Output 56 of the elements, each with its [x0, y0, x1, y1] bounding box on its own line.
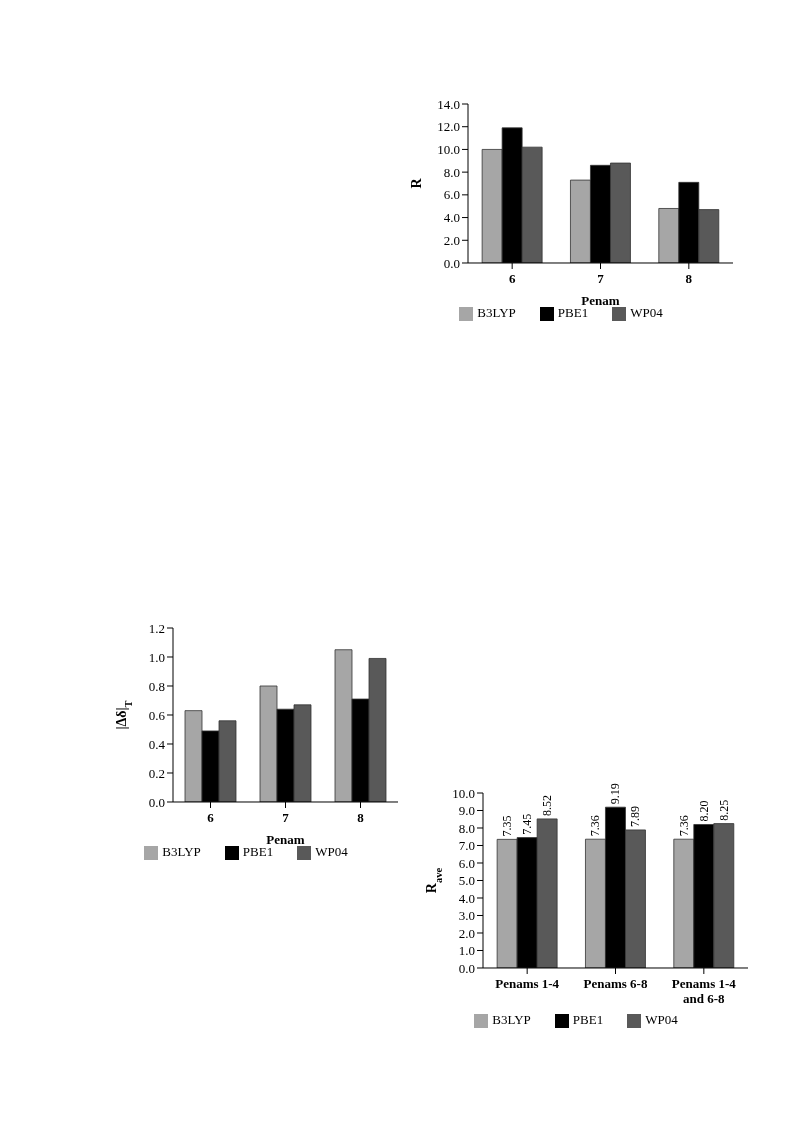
y-tick-label: 7.0: [458, 838, 475, 854]
data-label: 7.89: [628, 805, 643, 827]
x-tick-label: 8: [357, 809, 365, 825]
y-axis-title: R: [409, 177, 424, 189]
y-tick-label: 0.0: [458, 960, 475, 976]
y-tick-label: 0.0: [443, 255, 460, 271]
y-tick-label: 8.0: [458, 820, 475, 836]
y-tick-label: 6.0: [458, 855, 475, 871]
y-tick-label: 4.0: [458, 890, 475, 906]
legend-label: WP04: [630, 304, 663, 320]
legend-label: B3LYP: [492, 1011, 531, 1027]
legend-label: PBE1: [572, 1011, 604, 1027]
y-tick-label: 1.0: [458, 943, 475, 959]
legend-label: WP04: [645, 1011, 678, 1027]
y-tick-label: 10.0: [437, 142, 460, 158]
y-tick-label: 2.0: [443, 232, 460, 248]
y-tick-label: 5.0: [458, 873, 475, 889]
y-tick-label: 0.4: [148, 736, 166, 752]
x-tick-label: Penams 1-4: [495, 975, 560, 991]
y-tick-label: 8.0: [443, 164, 460, 180]
y-tick-label: 2.0: [458, 925, 475, 941]
y-tick-label: 6.0: [443, 187, 460, 203]
y-tick-label: 0.2: [148, 765, 165, 781]
y-tick-label: 14.0: [437, 96, 460, 112]
data-label: 8.20: [696, 800, 711, 822]
y-tick-label: 9.0: [458, 803, 475, 819]
x-axis-title: Penam: [581, 292, 620, 308]
y-tick-label: 0.8: [148, 678, 165, 694]
data-label: 7.45: [520, 813, 535, 835]
y-tick-label: 12.0: [437, 119, 460, 135]
data-label: 8.25: [716, 799, 731, 821]
y-tick-label: 0.6: [148, 707, 166, 723]
data-label: 7.36: [588, 815, 603, 837]
x-tick-label: 6: [207, 809, 215, 825]
legend-label: PBE1: [557, 305, 589, 320]
legend-label: WP04: [315, 843, 348, 859]
y-tick-label: 0.0: [148, 794, 165, 810]
legend-label: B3LYP: [162, 843, 201, 859]
legend-label: PBE1: [242, 844, 274, 859]
y-tick-label: 1.2: [148, 620, 165, 636]
legend-label: B3LYP: [477, 304, 516, 320]
x-tick-label: 7: [597, 270, 605, 286]
y-tick-label: 1.0: [148, 649, 165, 665]
y-tick-label: 3.0: [458, 908, 475, 924]
data-label: 7.36: [676, 815, 691, 837]
y-tick-label: 4.0: [443, 210, 460, 226]
x-tick-label: 7: [282, 809, 290, 825]
x-tick-label: Penams 6-8: [583, 975, 648, 991]
data-label: 9.19: [608, 783, 623, 805]
data-label: 7.35: [500, 815, 515, 837]
x-tick-label: 8: [685, 270, 693, 286]
y-tick-label: 10.0: [452, 785, 475, 801]
data-label: 8.52: [540, 794, 555, 816]
x-tick-label: 6: [508, 270, 516, 286]
x-tick-label: Penams 1-4 and 6-8: [671, 975, 737, 1006]
x-axis-title: Penam: [266, 831, 305, 847]
